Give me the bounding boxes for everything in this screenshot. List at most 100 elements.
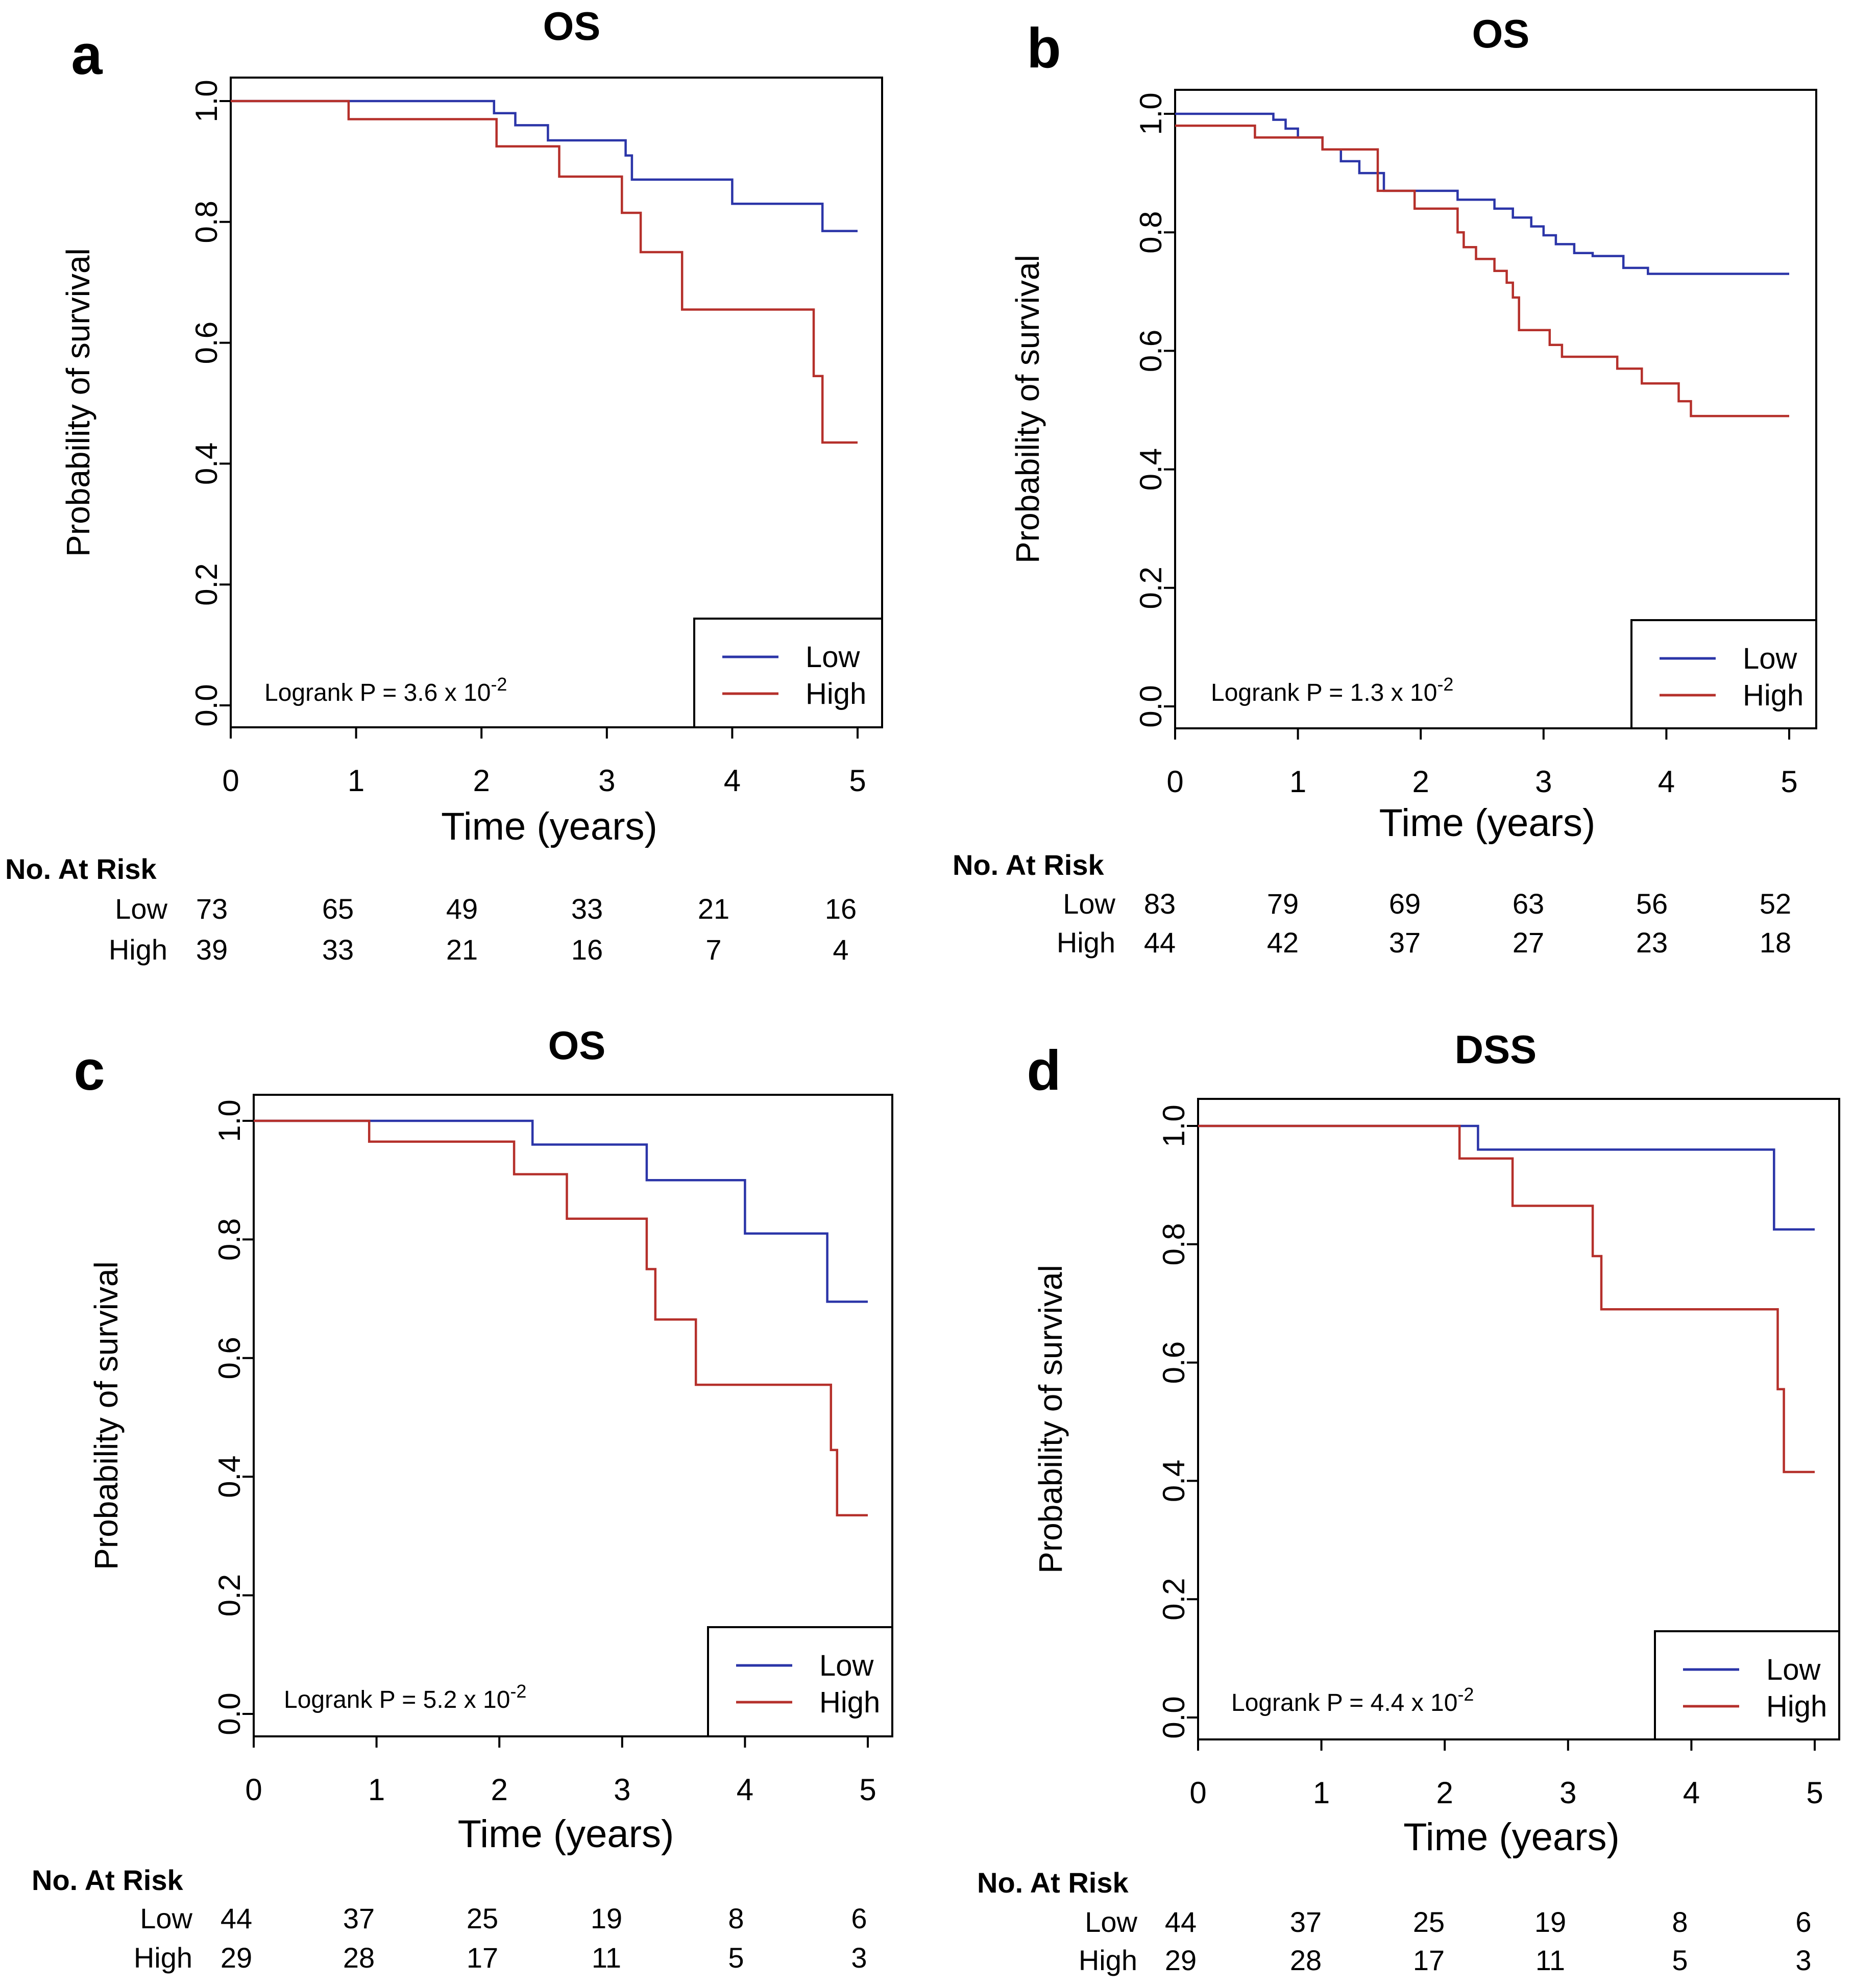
series-line-low xyxy=(231,100,858,232)
x-tick-label: 5 xyxy=(849,764,866,798)
risk-count: 44 xyxy=(1165,1906,1197,1938)
legend-label-low: Low xyxy=(806,641,861,674)
risk-count: 3 xyxy=(851,1942,867,1974)
risk-count: 17 xyxy=(1413,1944,1445,1976)
y-tick-label: 1.0 xyxy=(189,80,224,122)
risk-count: 63 xyxy=(1513,888,1544,920)
logrank-exponent: -2 xyxy=(491,674,507,695)
y-axis-label: Probability of survival xyxy=(88,1261,125,1570)
chart-title: OS xyxy=(548,1023,606,1068)
y-tick-label: 0.2 xyxy=(1157,1578,1191,1620)
risk-row-label: Low xyxy=(1085,1906,1137,1938)
x-tick-label: 4 xyxy=(1683,1776,1700,1810)
risk-count: 28 xyxy=(343,1942,375,1974)
risk-count: 83 xyxy=(1144,888,1176,920)
x-axis-label: Time (years) xyxy=(441,805,657,848)
logrank-annotation: Logrank P = 1.3 x 10-2 xyxy=(1211,674,1453,706)
risk-count: 37 xyxy=(1389,926,1421,959)
x-axis-label: Time (years) xyxy=(458,1812,674,1856)
y-tick-label: 1.0 xyxy=(1157,1105,1191,1147)
risk-count: 33 xyxy=(322,934,354,966)
series-line-high xyxy=(254,1119,868,1516)
risk-row-label: High xyxy=(109,934,167,966)
series-line-low xyxy=(1175,112,1789,275)
x-axis-label: Time (years) xyxy=(1379,801,1596,845)
risk-count: 21 xyxy=(446,934,478,966)
y-tick-label: 0.0 xyxy=(1157,1696,1191,1738)
logrank-exponent: -2 xyxy=(1437,674,1453,695)
panel-letter: b xyxy=(1027,17,1061,80)
x-tick-label: 3 xyxy=(1535,765,1552,799)
x-tick-label: 4 xyxy=(724,764,741,798)
series-line-high xyxy=(231,100,858,444)
x-tick-label: 4 xyxy=(1658,765,1675,799)
plot-frame xyxy=(253,1094,893,1737)
risk-count: 8 xyxy=(1672,1906,1688,1938)
risk-count: 21 xyxy=(698,893,729,925)
y-axis-label: Probability of survival xyxy=(60,248,96,557)
risk-count: 25 xyxy=(467,1902,498,1934)
logrank-annotation: Logrank P = 3.6 x 10-2 xyxy=(264,674,507,706)
x-tick-label: 1 xyxy=(1289,765,1306,799)
risk-count: 16 xyxy=(571,934,603,966)
legend-label-high: High xyxy=(806,677,866,710)
legend-label-high: High xyxy=(819,1686,880,1719)
x-tick-label: 5 xyxy=(859,1773,876,1807)
risk-count: 39 xyxy=(196,934,228,966)
x-tick-label: 3 xyxy=(1559,1776,1576,1810)
risk-count: 16 xyxy=(825,893,857,925)
x-tick-label: 1 xyxy=(1313,1776,1330,1810)
risk-count: 18 xyxy=(1760,926,1791,959)
risk-count: 37 xyxy=(343,1902,375,1934)
logrank-exponent: -2 xyxy=(510,1681,526,1702)
risk-row-label: Low xyxy=(1063,888,1115,920)
risk-count: 49 xyxy=(446,893,478,925)
risk-count: 6 xyxy=(851,1902,867,1934)
series-line-high xyxy=(1198,1124,1815,1474)
panel-d: d DSS 0.0 0.2 0.4 0.6 0.8 1.0 Probability of sur… xyxy=(977,1027,1840,1976)
panel-letter: a xyxy=(71,23,103,86)
legend-box xyxy=(693,618,883,728)
risk-table: No. At Risk Low 44 37 25 19 8 6 High 29 28 17 11 5 3 xyxy=(32,1864,867,1974)
risk-count: 73 xyxy=(196,893,228,925)
panel-c: c OS 0.0 0.2 0.4 0.6 0.8 1.0 Probability of surv… xyxy=(32,1023,893,1974)
x-tick-label: 0 xyxy=(222,764,239,798)
plot-frame xyxy=(230,77,883,728)
risk-row-label: Low xyxy=(140,1902,192,1934)
risk-count: 7 xyxy=(705,934,721,966)
risk-count: 79 xyxy=(1267,888,1299,920)
x-axis-label: Time (years) xyxy=(1403,1815,1620,1859)
x-tick-label: 2 xyxy=(1436,1776,1453,1810)
risk-count: 44 xyxy=(221,1902,252,1934)
risk-count: 6 xyxy=(1795,1906,1811,1938)
chart-title: OS xyxy=(1472,11,1530,56)
risk-table-title: No. At Risk xyxy=(32,1864,183,1896)
legend-label-low: Low xyxy=(1766,1653,1821,1686)
x-tick-label: 2 xyxy=(491,1773,508,1807)
risk-count: 28 xyxy=(1290,1944,1322,1976)
y-tick-label: 0.4 xyxy=(212,1455,247,1498)
logrank-text: Logrank P = 4.4 x 10 xyxy=(1231,1689,1457,1716)
risk-count: 5 xyxy=(728,1942,744,1974)
y-axis-label: Probability of survival xyxy=(1009,255,1046,563)
risk-count: 23 xyxy=(1636,926,1668,959)
panel-letter: d xyxy=(1027,1039,1061,1102)
risk-count: 29 xyxy=(1165,1944,1197,1976)
risk-count: 69 xyxy=(1389,888,1421,920)
risk-count: 8 xyxy=(728,1902,744,1934)
x-tick-label: 0 xyxy=(1189,1776,1206,1810)
risk-count: 29 xyxy=(221,1942,252,1974)
risk-table-title: No. At Risk xyxy=(5,853,157,885)
risk-row-label: High xyxy=(1079,1944,1137,1976)
risk-count: 52 xyxy=(1760,888,1791,920)
y-tick-label: 0.6 xyxy=(1157,1341,1191,1384)
series-line-low xyxy=(254,1119,868,1303)
x-tick-label: 1 xyxy=(368,1773,385,1807)
y-tick-label: 1.0 xyxy=(1134,92,1168,135)
risk-count: 3 xyxy=(1795,1944,1811,1976)
series-line-high xyxy=(1175,124,1789,418)
